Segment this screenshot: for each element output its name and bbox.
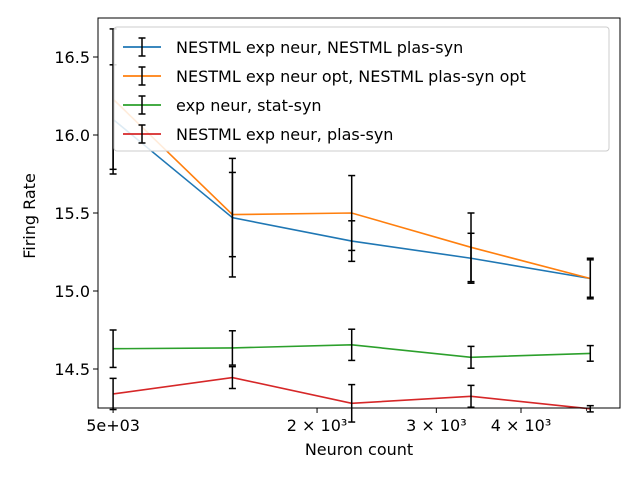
error-bar bbox=[228, 365, 236, 390]
legend-item: NESTML exp neur, NESTML plas-syn bbox=[123, 37, 463, 57]
error-bar bbox=[467, 384, 475, 408]
error-bar bbox=[467, 345, 475, 369]
legend-box bbox=[113, 26, 610, 152]
error-bar bbox=[586, 344, 594, 362]
error-bar bbox=[228, 171, 236, 258]
y-tick-label: 16.5 bbox=[54, 48, 90, 67]
error-bar bbox=[348, 174, 356, 252]
legend-label: NESTML exp neur, plas-syn bbox=[176, 125, 393, 144]
error-bar bbox=[467, 212, 475, 283]
legend-label: NESTML exp neur opt, NESTML plas-syn opt bbox=[176, 67, 526, 86]
error-bar bbox=[228, 330, 236, 366]
x-tick-label: 4 × 10³ bbox=[491, 416, 552, 435]
plot-area: 14.5 15.0 15.5 16.0 16.5 5e+03 2 × 10³ 3 × 10³ 4… bbox=[54, 17, 621, 435]
error-bar bbox=[586, 404, 594, 413]
y-tick-label: 15.5 bbox=[54, 204, 90, 223]
x-axis-label: Neuron count bbox=[305, 440, 413, 459]
legend-label: NESTML exp neur, NESTML plas-syn bbox=[176, 38, 463, 57]
x-tick-label: 5e+03 bbox=[86, 416, 140, 435]
y-tick-label: 14.5 bbox=[54, 360, 90, 379]
legend-item: NESTML exp neur opt, NESTML plas-syn opt bbox=[123, 66, 526, 86]
x-tick-label: 3 × 10³ bbox=[406, 416, 467, 435]
legend: NESTML exp neur, NESTML plas-syn NESTML e… bbox=[113, 26, 610, 152]
error-bar bbox=[348, 383, 356, 423]
error-bar bbox=[109, 329, 117, 369]
y-tick-label: 15.0 bbox=[54, 282, 90, 301]
error-bar bbox=[586, 259, 594, 298]
legend-item: exp neur, stat-syn bbox=[123, 95, 322, 115]
y-tick-label: 16.0 bbox=[54, 126, 90, 145]
legend-label: exp neur, stat-syn bbox=[176, 96, 322, 115]
error-bar bbox=[348, 328, 356, 362]
legend-item: NESTML exp neur, plas-syn bbox=[123, 124, 393, 144]
y-axis-label: Firing Rate bbox=[20, 173, 39, 259]
x-tick-label: 2 × 10³ bbox=[287, 416, 348, 435]
